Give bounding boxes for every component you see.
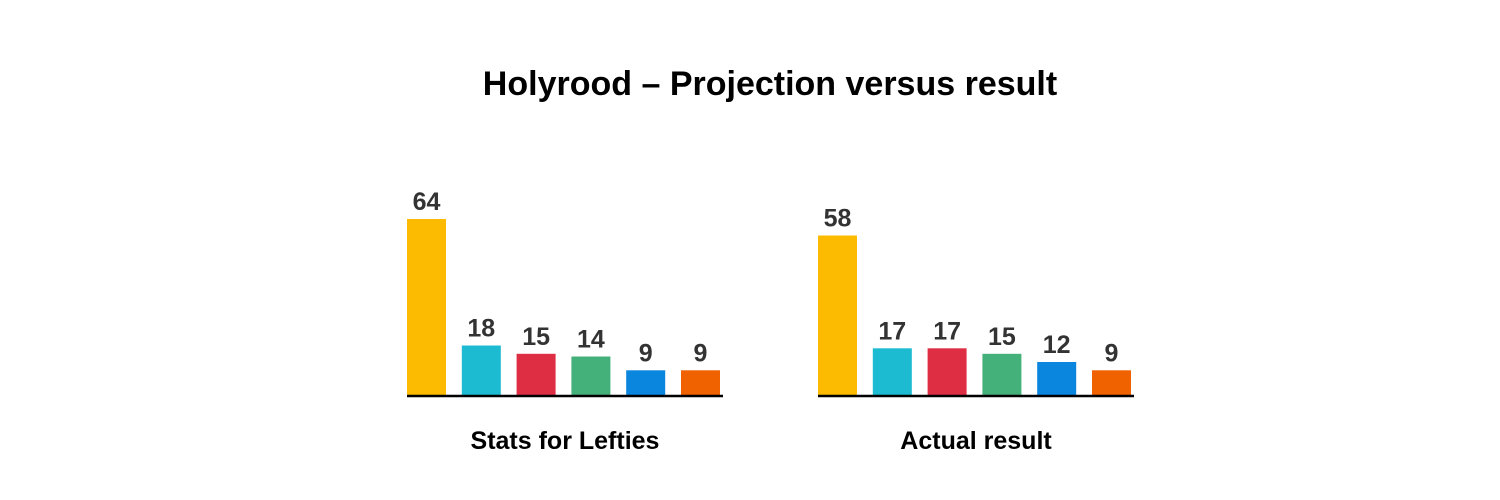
bar-value-label: 18 <box>467 315 495 343</box>
bar-value-label: 17 <box>878 317 906 345</box>
bar <box>571 356 611 395</box>
bar <box>1092 370 1131 396</box>
bar <box>872 348 912 396</box>
bar-value-label: 9 <box>694 339 708 367</box>
bar-value-label: 12 <box>1043 331 1071 359</box>
chart-panel-1: 64 18 15 14 9 9 Stats for Lefties <box>407 188 723 455</box>
panel-caption: Actual result <box>900 427 1052 455</box>
bar-value-label: 15 <box>522 323 550 351</box>
bar-value-label: 9 <box>1105 339 1119 367</box>
panel-caption: Stats for Lefties <box>471 427 660 455</box>
bar <box>516 353 556 396</box>
bar <box>818 235 857 395</box>
bar <box>927 348 967 396</box>
bar-value-label: 14 <box>577 326 605 354</box>
bar-value-label: 17 <box>933 317 961 345</box>
bar-value-label: 58 <box>824 205 852 233</box>
bar-value-label: 9 <box>639 339 653 367</box>
bar <box>407 219 446 395</box>
bar-value-label: 64 <box>413 188 441 216</box>
bar-value-label: 15 <box>988 323 1016 351</box>
bar <box>461 345 501 395</box>
bar <box>626 370 666 396</box>
bar <box>982 353 1022 396</box>
chart-panel-2: 58 17 17 15 12 9 Actual result <box>818 205 1134 455</box>
chart-title: Holyrood – Projection versus result <box>483 65 1057 103</box>
chart-panels: 64 18 15 14 9 9 Stats for Lefties 58 17 17 15 12 9 Ac… <box>407 188 1134 455</box>
bar <box>681 370 720 396</box>
bar <box>1037 362 1077 395</box>
